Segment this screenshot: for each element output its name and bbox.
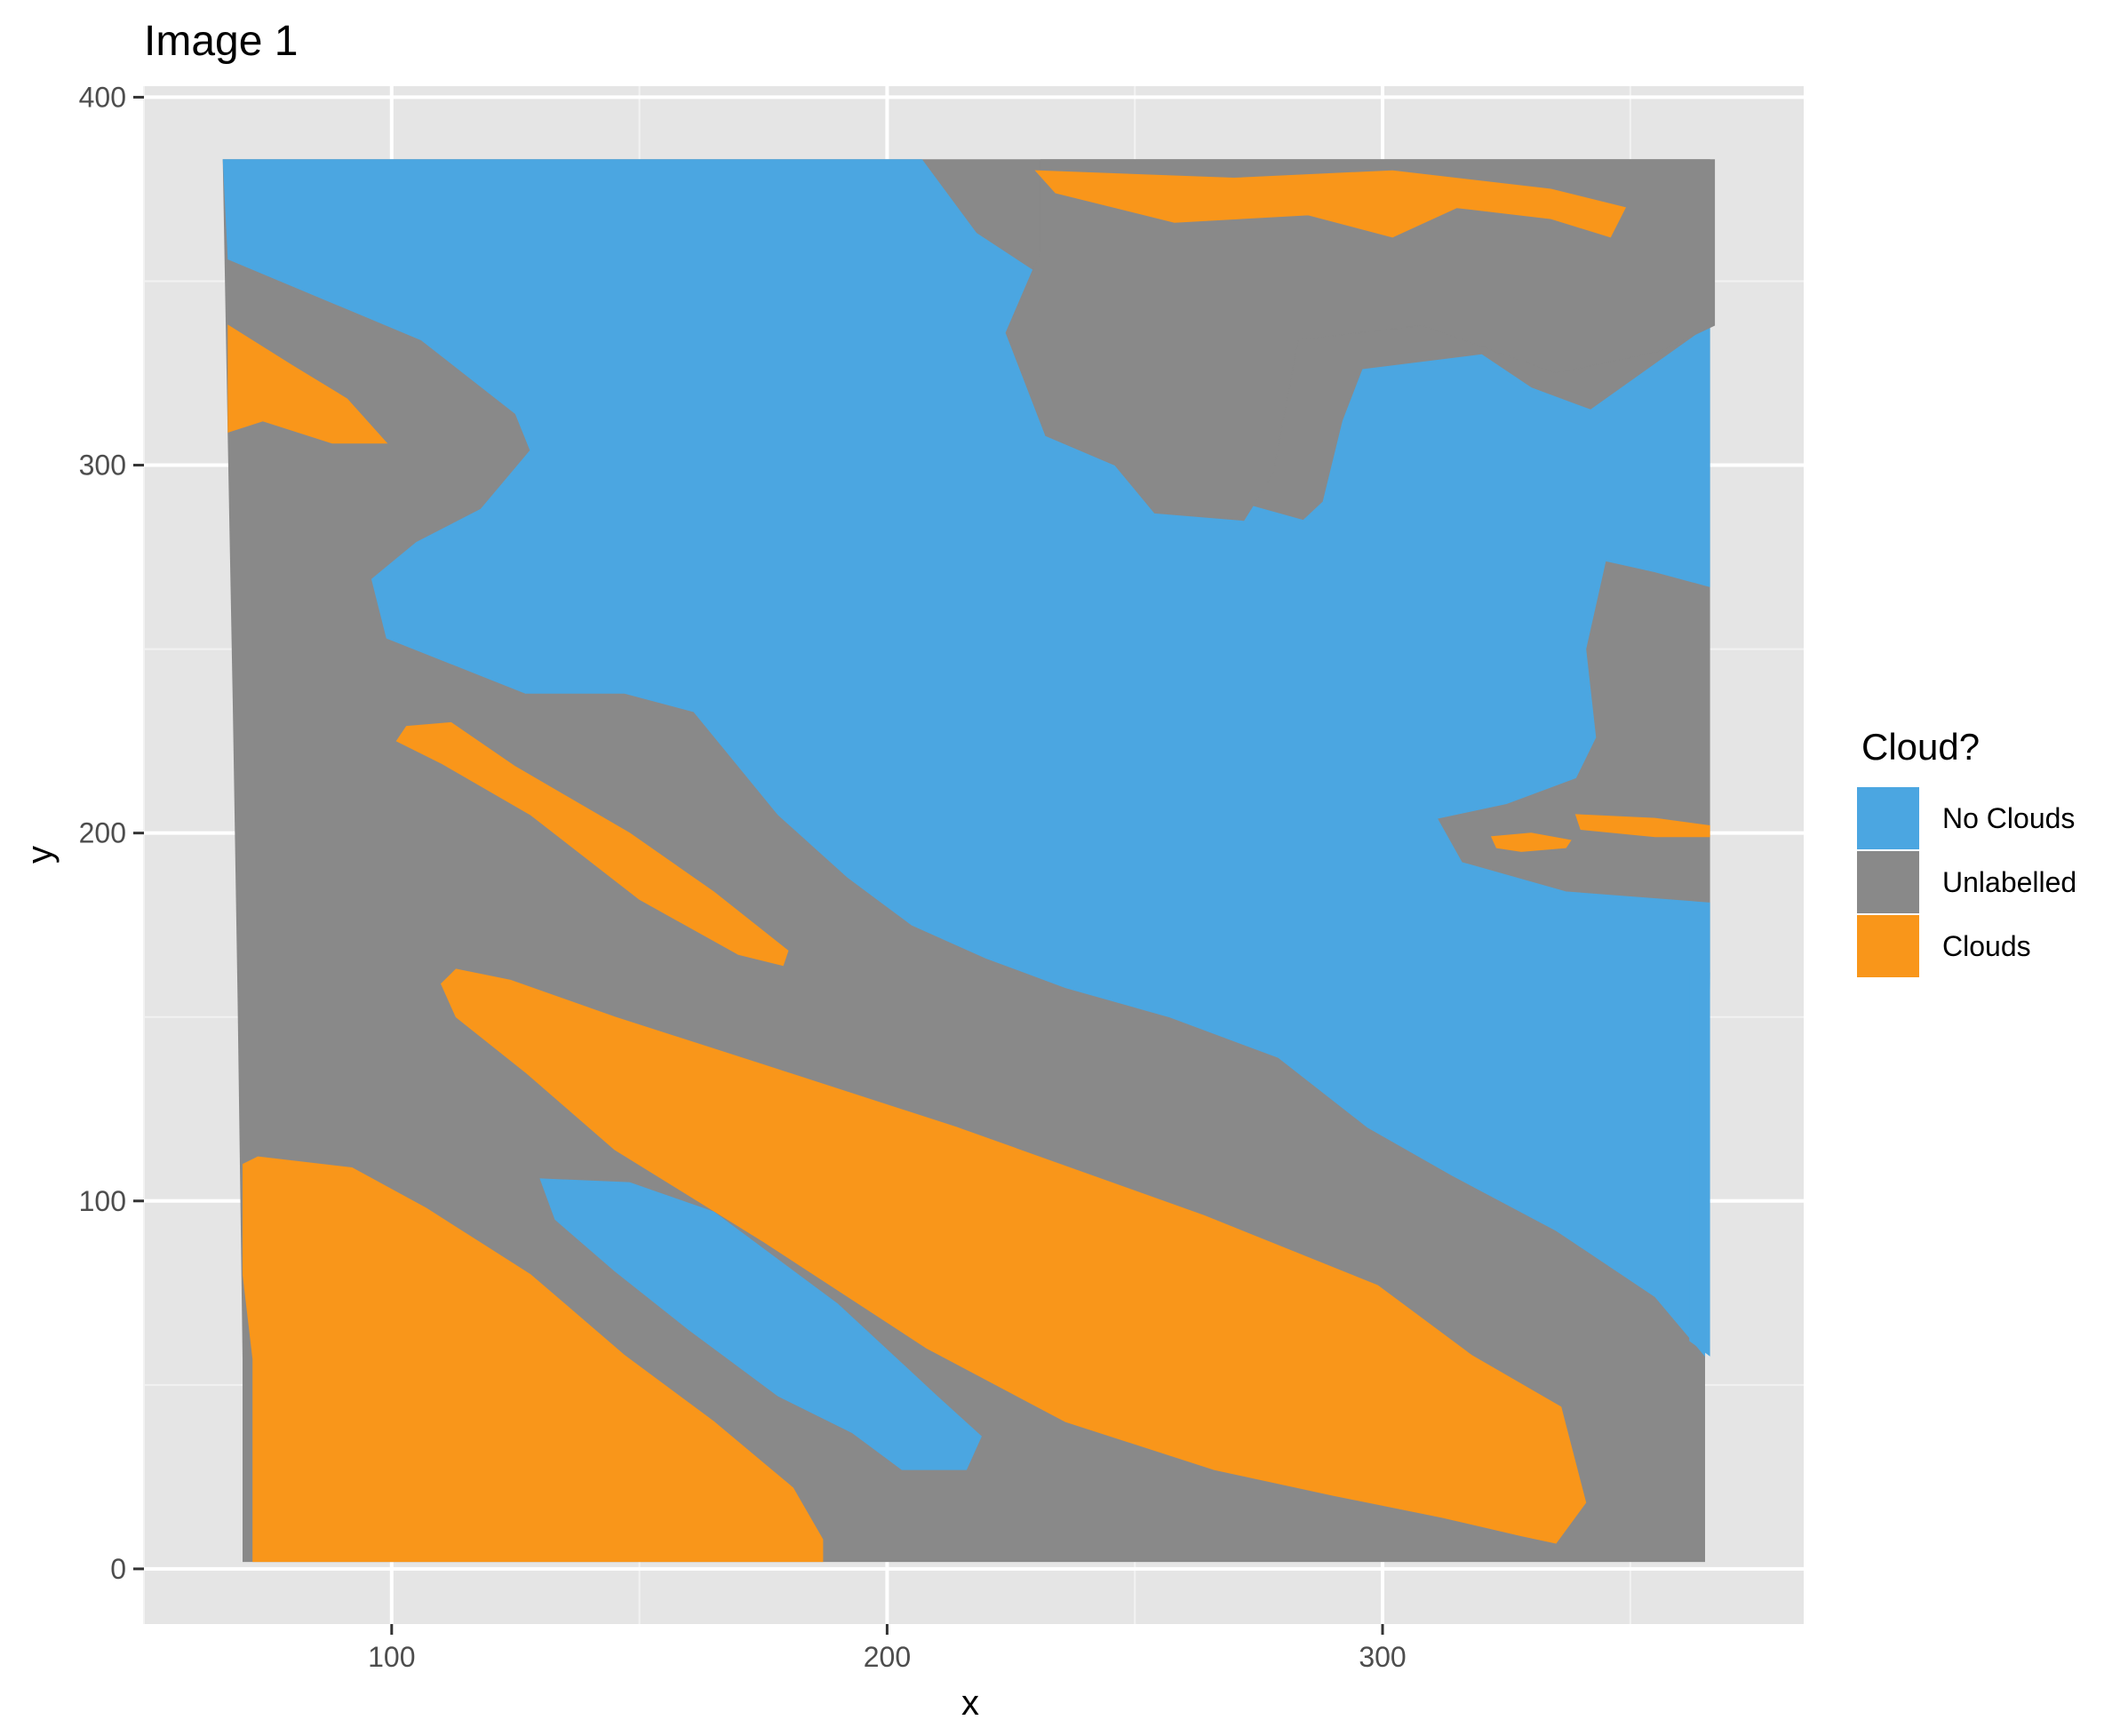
x-tick-label: 300 — [1359, 1641, 1406, 1673]
y-tick-label: 200 — [79, 817, 126, 849]
region-clouds-3 — [1034, 170, 1627, 238]
y-tick-label: 400 — [79, 81, 126, 113]
region-clouds-10 — [1574, 814, 1710, 838]
region-clouds-5 — [395, 721, 789, 967]
legend-label-clouds: Clouds — [1942, 930, 2031, 962]
x-tick-label: 100 — [368, 1641, 415, 1673]
region-clouds-8 — [243, 1156, 824, 1563]
region-unlabelled-2 — [1005, 159, 1716, 522]
region-no-clouds-1 — [222, 159, 1710, 1358]
y-tick-label: 100 — [79, 1185, 126, 1217]
y-tick-label: 0 — [110, 1553, 126, 1585]
legend-key-clouds — [1857, 915, 1919, 977]
region-clouds-9 — [1490, 832, 1572, 852]
y-tick-label: 300 — [79, 450, 126, 482]
legend-title: Cloud? — [1861, 726, 1980, 768]
legend-label-no-clouds: No Clouds — [1942, 802, 2075, 834]
y-axis-title: y — [20, 846, 60, 864]
region-no-clouds-7 — [539, 1178, 983, 1470]
legend-label-unlabelled: Unlabelled — [1942, 866, 2076, 898]
legend-key-no-clouds — [1857, 787, 1919, 849]
data-regions — [222, 159, 1716, 1563]
chart-title: Image 1 — [144, 18, 298, 65]
region-clouds-6 — [441, 968, 1587, 1544]
legend-key-unlabelled — [1857, 851, 1919, 913]
region-clouds-4 — [227, 324, 388, 444]
region-no-clouds-11 — [1689, 972, 1710, 1357]
x-axis: 100 200 300 — [368, 1624, 1407, 1673]
x-axis-title: x — [961, 1684, 979, 1723]
y-axis: 0 100 200 300 400 — [79, 81, 144, 1585]
legend: Cloud? No Clouds Unlabelled Clouds — [1857, 726, 2076, 977]
x-tick-label: 200 — [864, 1641, 911, 1673]
